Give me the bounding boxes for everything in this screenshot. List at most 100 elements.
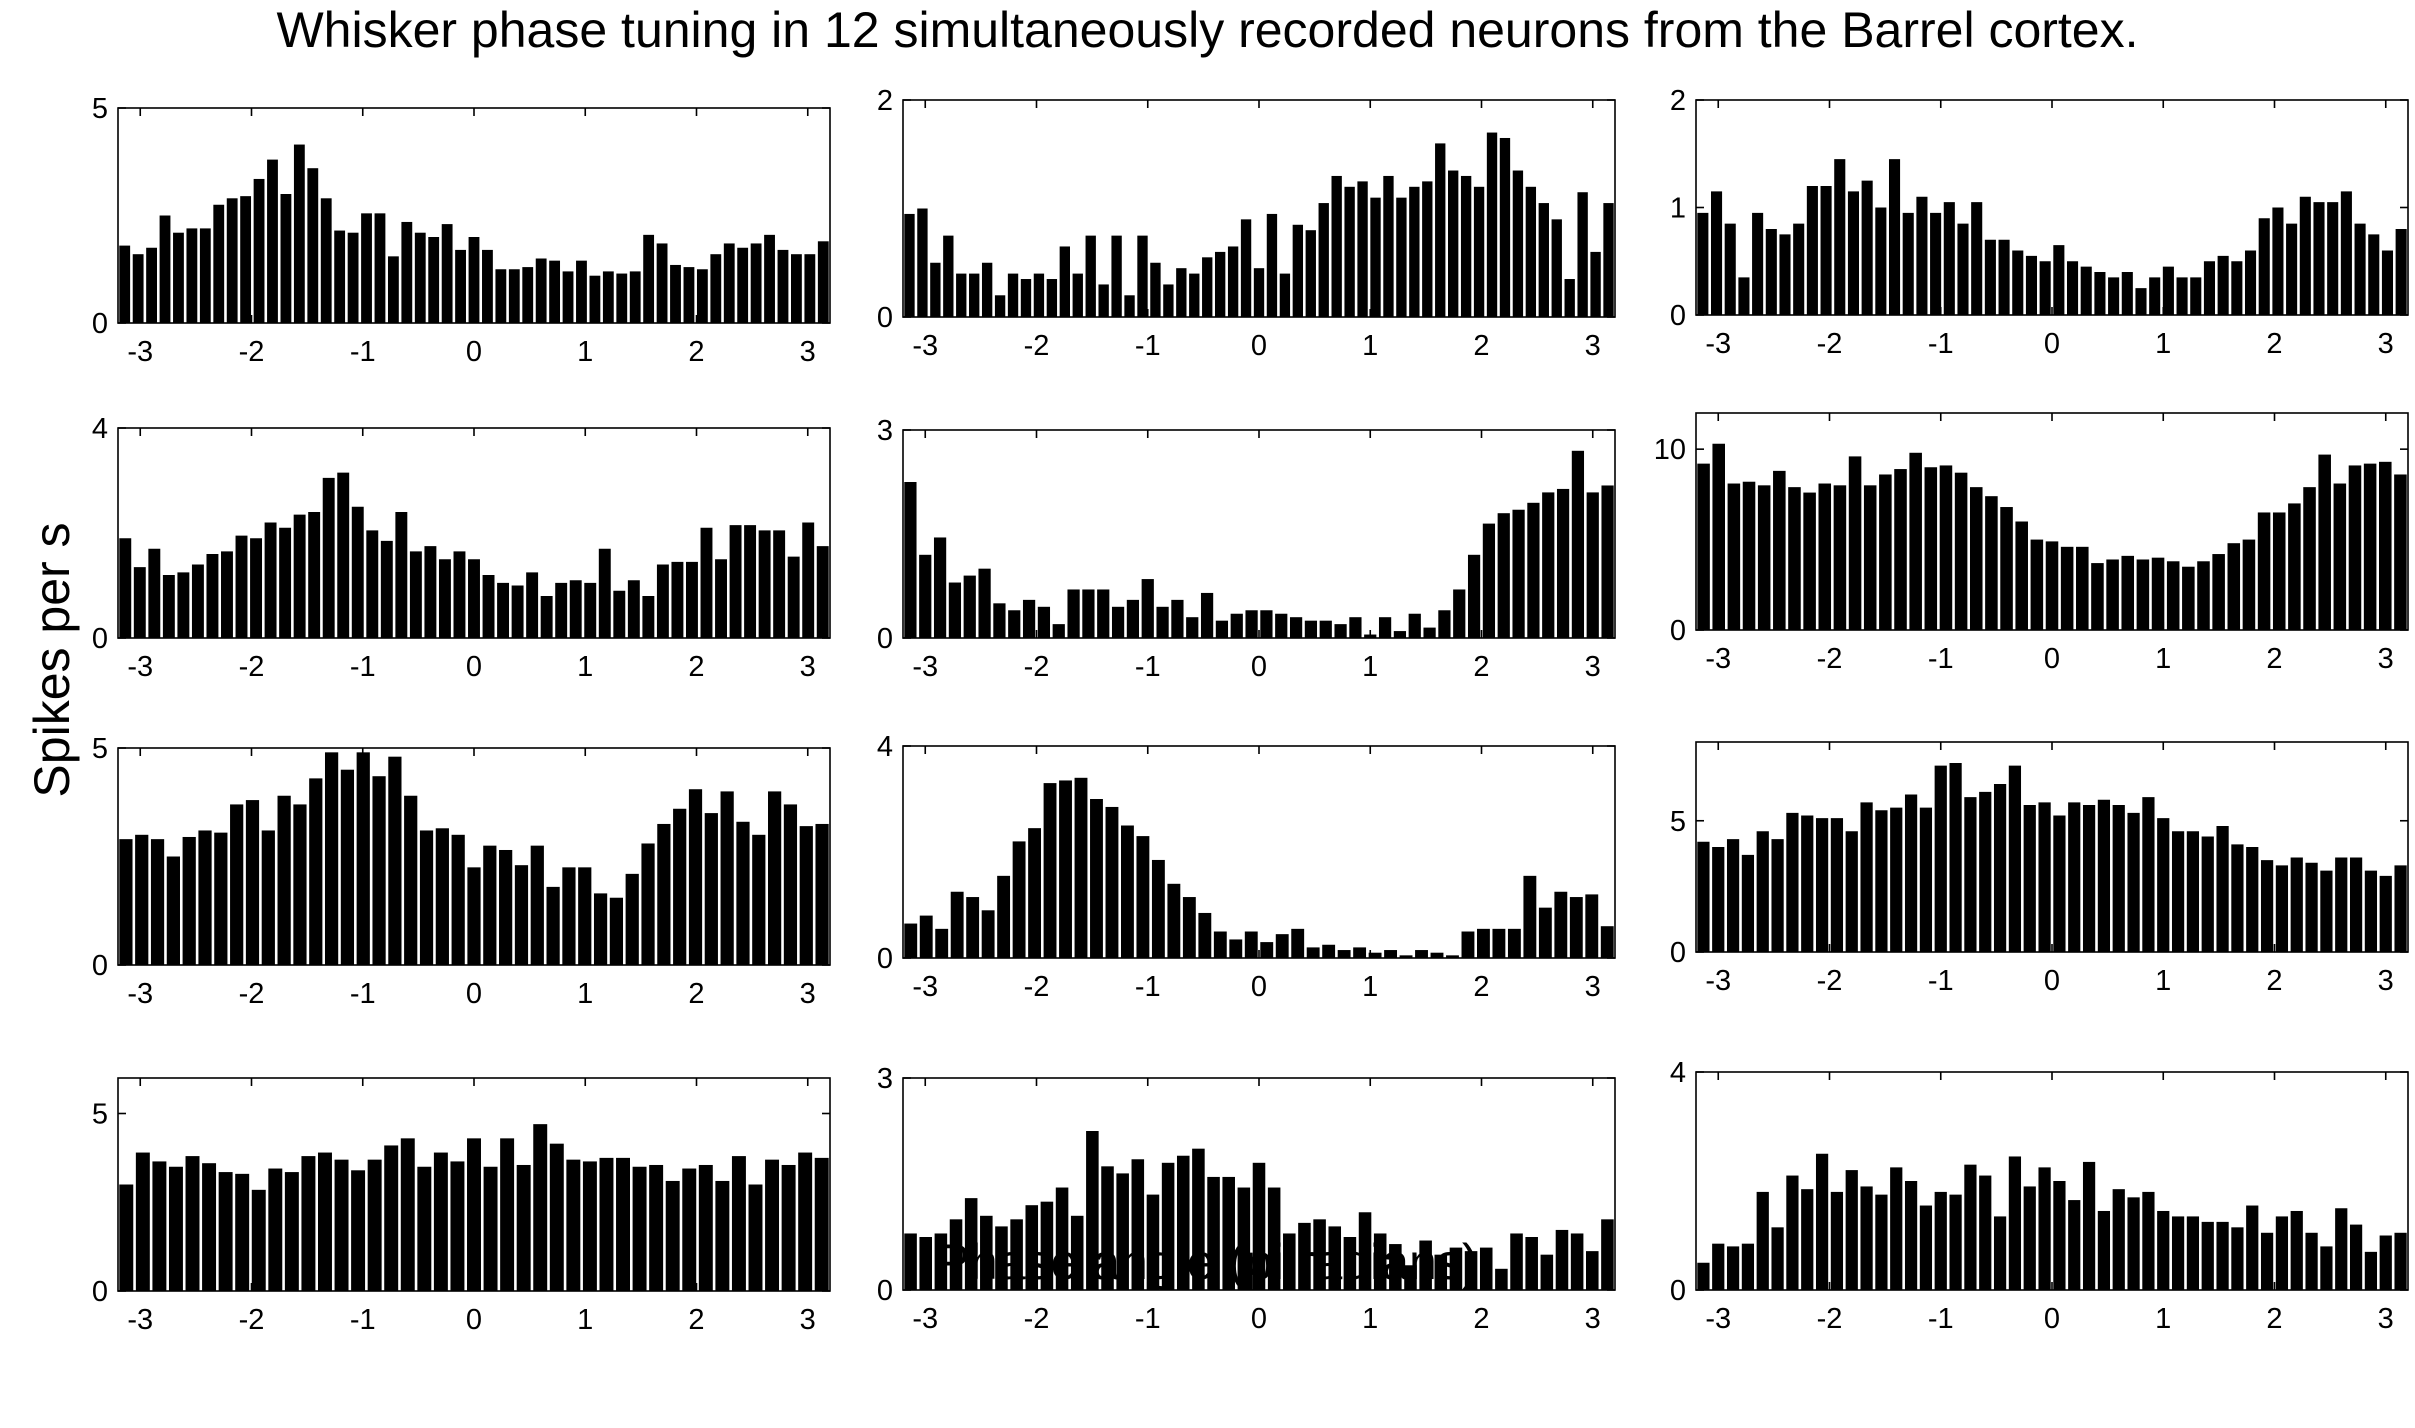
bar	[1473, 186, 1485, 317]
bar	[599, 1157, 614, 1292]
bar	[1801, 1189, 1814, 1290]
x-tick-label: -2	[239, 336, 265, 368]
bar	[1260, 610, 1273, 638]
bar	[2231, 261, 2243, 315]
bar	[214, 832, 228, 965]
bar	[710, 254, 722, 323]
bar	[199, 228, 211, 323]
bar	[1435, 143, 1446, 317]
bar	[578, 867, 592, 965]
bar	[322, 477, 335, 639]
bar	[632, 1166, 647, 1291]
x-tick-label: 3	[2378, 328, 2394, 360]
bar	[1586, 1251, 1599, 1290]
bar	[2258, 218, 2270, 315]
bar	[2157, 1210, 2170, 1290]
bar	[1214, 251, 1226, 317]
bar	[627, 580, 640, 638]
bar	[2038, 802, 2051, 953]
bar	[1964, 797, 1977, 953]
bar	[351, 506, 364, 638]
bar	[969, 273, 980, 317]
bar	[1512, 170, 1524, 317]
bar	[1930, 212, 1942, 316]
bar	[2246, 847, 2259, 952]
bar	[467, 1138, 481, 1291]
y-tick-label: 1	[1670, 193, 1686, 225]
bar	[119, 839, 133, 965]
bar	[2068, 802, 2081, 953]
bar	[1861, 180, 1873, 316]
bar	[324, 752, 339, 965]
bar	[562, 867, 576, 965]
bar	[1902, 212, 1914, 316]
bar	[1542, 492, 1555, 638]
bar	[1163, 284, 1174, 317]
bar	[1266, 213, 1278, 317]
x-tick-label: 0	[1251, 971, 1267, 1003]
bar	[1252, 1162, 1266, 1290]
y-tick-label: 0	[92, 950, 108, 982]
bar	[2231, 1227, 2244, 1290]
bar	[1479, 1247, 1493, 1290]
bar	[428, 237, 440, 323]
bar	[1697, 212, 1709, 316]
bar	[2045, 541, 2059, 630]
bar	[264, 522, 277, 638]
bar	[1601, 485, 1614, 638]
bar	[1601, 1219, 1614, 1290]
bar	[1467, 554, 1481, 638]
bar	[1067, 589, 1080, 638]
bar	[768, 791, 782, 965]
bar	[351, 1170, 366, 1291]
bar	[629, 271, 641, 323]
bar	[671, 561, 684, 639]
bar	[218, 1172, 233, 1291]
bar	[715, 559, 727, 638]
bar	[625, 873, 639, 965]
bar	[1894, 469, 1907, 630]
bar	[2379, 875, 2392, 953]
bar	[2290, 1210, 2303, 1290]
bar	[2091, 563, 2104, 630]
y-tick-label: 0	[1670, 300, 1686, 332]
bar	[994, 295, 1006, 317]
x-tick-label: -3	[912, 971, 938, 1003]
bar	[1227, 246, 1239, 317]
x-tick-label: 2	[2266, 965, 2282, 997]
bar	[2379, 1235, 2392, 1290]
bar	[1136, 836, 1150, 958]
bar	[1349, 617, 1362, 638]
bar	[1712, 1243, 1725, 1290]
bar	[2379, 461, 2392, 630]
x-tick-label: -1	[1135, 971, 1161, 1003]
bar	[166, 856, 180, 965]
x-tick-label: 1	[577, 651, 593, 683]
bar	[1055, 1187, 1069, 1290]
bar	[2053, 1181, 2066, 1290]
bar	[307, 168, 319, 323]
bar	[1934, 765, 1947, 953]
bar	[500, 1138, 515, 1291]
bar	[904, 482, 917, 638]
bar	[293, 144, 305, 323]
bar	[414, 232, 426, 323]
bar	[1538, 203, 1549, 317]
bar	[1741, 854, 1755, 953]
bar	[1131, 1159, 1145, 1290]
bar	[1137, 235, 1148, 318]
bar	[1757, 485, 1771, 630]
bar	[1540, 1254, 1554, 1290]
bar	[267, 159, 278, 323]
x-tick-label: 2	[1473, 971, 1489, 1003]
bar	[1052, 624, 1065, 638]
bar	[435, 828, 449, 965]
x-tick-label: 2	[688, 978, 704, 1010]
bar	[1803, 492, 1816, 630]
bar	[1993, 784, 2007, 952]
x-tick-label: 3	[800, 651, 816, 683]
bar	[1105, 806, 1119, 958]
bar	[2394, 474, 2407, 630]
y-tick-label: 5	[92, 733, 108, 765]
x-tick-label: 0	[1251, 330, 1267, 362]
